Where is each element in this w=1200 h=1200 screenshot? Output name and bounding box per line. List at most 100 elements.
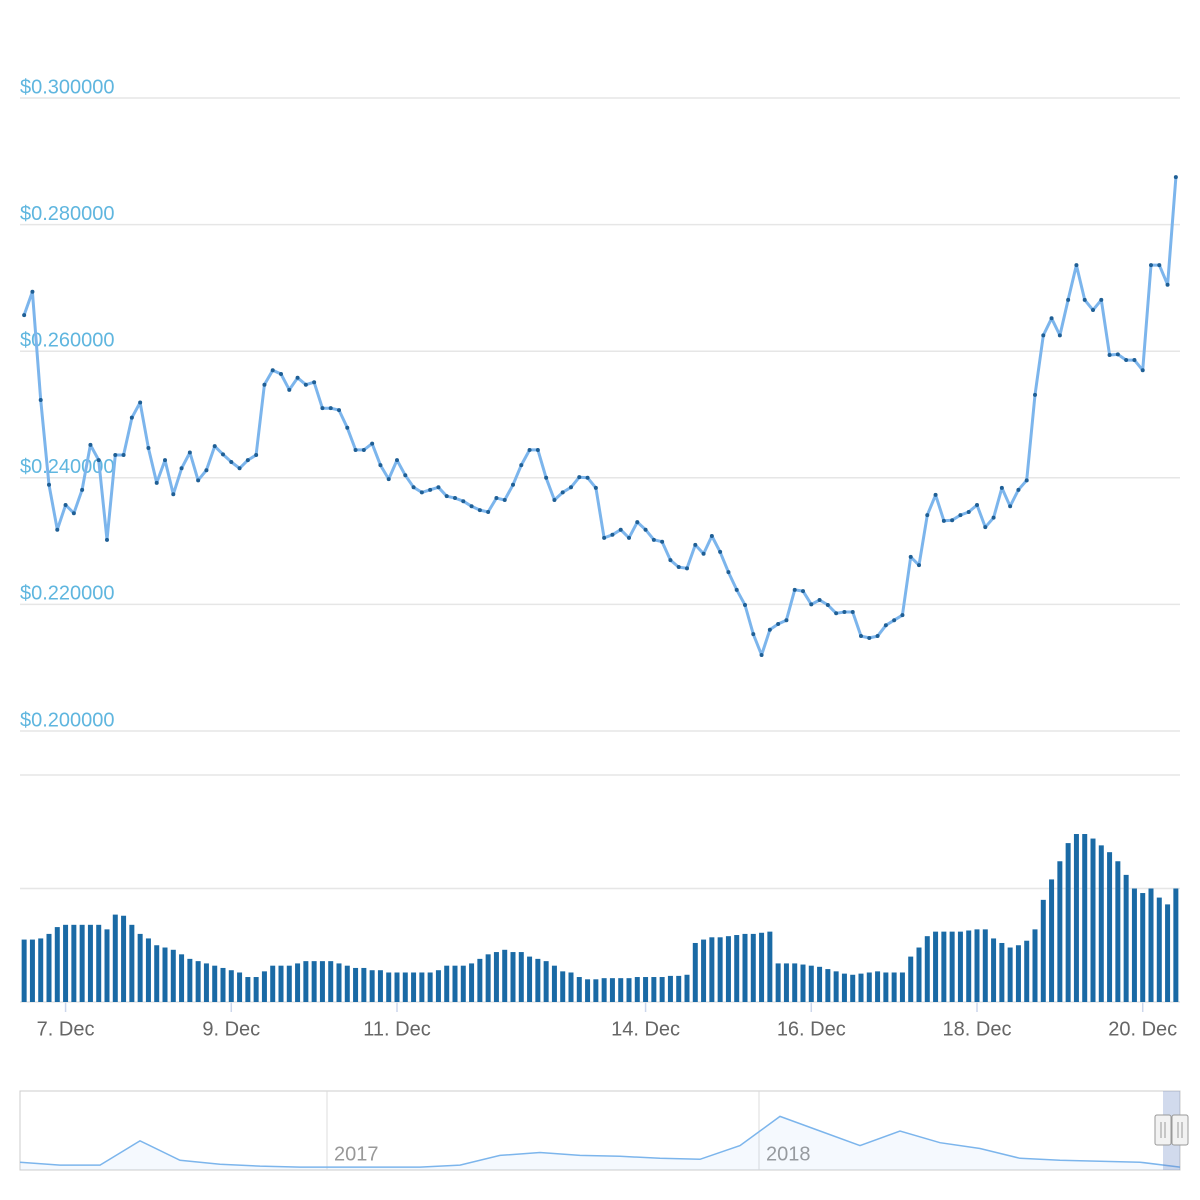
volume-bar xyxy=(883,972,889,1002)
volume-bar xyxy=(783,963,789,1002)
volume-bar xyxy=(908,956,914,1002)
volume-bar xyxy=(742,933,748,1002)
volume-bar xyxy=(717,937,723,1002)
price-point xyxy=(917,563,921,568)
price-point xyxy=(129,415,134,420)
volume-bar xyxy=(1165,904,1171,1002)
volume-bar xyxy=(1148,888,1154,1002)
volume-bar xyxy=(518,952,524,1002)
y-tick-label: $0.260000 xyxy=(20,329,115,351)
price-point xyxy=(983,525,988,530)
volume-bar xyxy=(560,971,566,1002)
price-point xyxy=(1024,478,1029,483)
volume-bar xyxy=(593,979,599,1002)
volume-bar xyxy=(1173,888,1179,1002)
price-point xyxy=(627,535,631,540)
price-point xyxy=(96,458,101,463)
price-line xyxy=(22,176,1178,657)
price-point xyxy=(353,447,358,452)
volume-bar xyxy=(212,965,218,1002)
volume-bar xyxy=(336,963,342,1002)
volume-bar xyxy=(386,972,392,1002)
price-point xyxy=(337,408,341,413)
price-point xyxy=(1041,333,1046,338)
price-point xyxy=(709,534,714,539)
price-point xyxy=(237,466,242,471)
volume-bar xyxy=(237,972,243,1002)
volume-bar xyxy=(228,970,234,1002)
price-point xyxy=(1099,297,1104,302)
price-point xyxy=(262,382,267,387)
price-point xyxy=(494,496,499,501)
volume-bar xyxy=(137,933,143,1002)
price-point xyxy=(270,368,275,373)
volume-bar xyxy=(1107,852,1113,1002)
price-point xyxy=(535,447,540,452)
price-point xyxy=(245,458,250,463)
price-point xyxy=(436,485,441,490)
volume-bar xyxy=(833,971,839,1002)
volume-bar xyxy=(1015,945,1021,1002)
price-point xyxy=(361,447,366,452)
volume-bar xyxy=(999,942,1005,1002)
volume-bar xyxy=(535,958,541,1002)
volume-bar xyxy=(278,965,284,1002)
price-point xyxy=(801,589,805,594)
price-point xyxy=(22,313,27,318)
price-point xyxy=(1074,263,1079,268)
volume-bar xyxy=(850,974,856,1002)
price-point xyxy=(370,441,375,446)
price-point xyxy=(685,566,689,571)
volume-bar xyxy=(1073,834,1079,1002)
volume-bar xyxy=(79,924,85,1002)
price-point xyxy=(991,515,996,520)
price-point xyxy=(221,452,225,457)
price-point xyxy=(693,542,698,547)
price-point xyxy=(892,618,897,623)
volume-bar xyxy=(154,945,160,1002)
volume-bar xyxy=(933,931,939,1002)
price-point xyxy=(577,475,582,480)
navigator-handle[interactable] xyxy=(1154,1114,1172,1146)
volume-bar xyxy=(170,949,176,1002)
navigator-handle[interactable] xyxy=(1171,1114,1189,1146)
price-point xyxy=(187,450,192,455)
volume-bar xyxy=(328,961,334,1002)
volume-bar xyxy=(643,977,649,1002)
volume-bar xyxy=(377,970,383,1002)
price-point xyxy=(743,603,747,608)
price-point xyxy=(751,632,756,637)
price-point xyxy=(419,490,424,495)
y-tick-label: $0.300000 xyxy=(20,76,115,98)
volume-bar xyxy=(270,965,276,1002)
price-point xyxy=(1140,368,1145,373)
y-tick-label: $0.280000 xyxy=(20,203,115,225)
volume-bar xyxy=(1115,861,1121,1002)
volume-bar xyxy=(469,963,475,1002)
price-point xyxy=(834,611,839,616)
volume-bar xyxy=(121,915,127,1002)
price-point xyxy=(486,509,491,514)
volume-bar xyxy=(775,963,781,1002)
volume-bar xyxy=(543,961,549,1002)
price-point xyxy=(1115,352,1120,357)
price-point xyxy=(825,603,830,608)
volume-bar xyxy=(502,949,508,1002)
volume-bar xyxy=(485,954,491,1002)
y-tick-label: $0.200000 xyxy=(20,709,115,731)
volume-bar xyxy=(659,977,665,1002)
volume-bar xyxy=(982,929,988,1002)
price-point xyxy=(544,475,549,480)
volume-bar xyxy=(1123,874,1129,1002)
volume-bar xyxy=(29,939,35,1002)
volume-bar xyxy=(734,935,740,1002)
volume-bar xyxy=(261,971,267,1002)
volume-bar xyxy=(162,947,168,1002)
price-point xyxy=(1107,352,1112,357)
volume-bar xyxy=(46,933,52,1002)
volume-bar xyxy=(808,965,814,1002)
volume-bar xyxy=(667,975,673,1002)
price-point xyxy=(171,492,176,497)
price-point xyxy=(204,468,209,473)
volume-bar xyxy=(203,963,209,1002)
